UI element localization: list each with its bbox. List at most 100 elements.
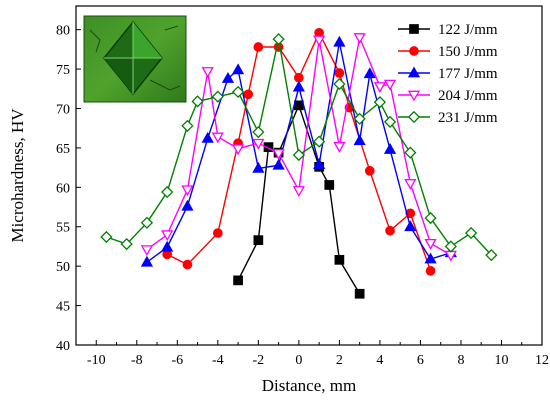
data-point [253, 235, 264, 245]
data-point [120, 237, 133, 251]
data-point [333, 35, 346, 47]
data-point [404, 220, 417, 232]
data-point [424, 211, 437, 225]
data-point [485, 249, 498, 262]
legend-marker [407, 110, 421, 124]
series-5 [100, 32, 498, 262]
legend-marker [409, 46, 419, 56]
data-point [212, 228, 223, 238]
data-point [404, 146, 417, 159]
x-tick-label: -8 [131, 353, 143, 368]
data-point [354, 288, 365, 299]
data-point [252, 161, 265, 173]
data-point [385, 225, 395, 236]
data-point [263, 142, 274, 152]
data-point [292, 80, 305, 92]
data-point [425, 266, 436, 276]
data-point [181, 119, 194, 132]
inset-micrograph [83, 15, 187, 103]
series-line [146, 35, 452, 256]
data-point [181, 185, 194, 197]
data-point [464, 226, 478, 240]
data-point [313, 135, 326, 148]
legend-label: 177 J/mm [438, 66, 498, 82]
data-point [161, 240, 174, 252]
legend-marker [407, 66, 421, 78]
y-tick-label: 80 [56, 24, 70, 39]
data-point [364, 165, 375, 176]
data-point [272, 149, 285, 160]
data-point [211, 90, 224, 103]
data-point [333, 77, 346, 91]
data-point [191, 95, 204, 108]
plot-frame [75, 5, 543, 346]
y-axis-label: Microhardness, HV [8, 108, 27, 243]
data-point [231, 144, 245, 156]
data-point [313, 35, 326, 47]
data-point [211, 132, 224, 144]
data-point [201, 131, 214, 143]
data-point [313, 157, 326, 169]
y-tick-label: 75 [56, 63, 70, 78]
data-point [333, 141, 346, 153]
x-tick-label: -10 [87, 353, 106, 368]
legend: 122 J/mm 150 J/mm 177 J/mm 204 J/mm 231 J/mm [398, 22, 498, 126]
legend-marker [409, 24, 419, 34]
x-tick-label: -6 [171, 353, 183, 368]
data-point [272, 158, 285, 170]
series-4 [140, 33, 457, 262]
data-point [334, 68, 345, 78]
data-point [373, 82, 387, 93]
x-tick-label: 0 [295, 353, 302, 368]
x-tick-label: 8 [457, 353, 464, 368]
data-point [324, 180, 335, 190]
y-tick-label: 60 [56, 181, 70, 196]
y-tick-label: 55 [56, 221, 70, 236]
data-point [353, 33, 366, 45]
data-point [424, 238, 437, 250]
data-point [252, 126, 265, 139]
y-tick-label: 65 [56, 142, 70, 157]
x-tick-label: 12 [535, 353, 549, 368]
legend-label: 150 J/mm [438, 44, 498, 60]
data-point [292, 148, 305, 162]
legend-label: 204 J/mm [438, 88, 498, 104]
legend-marker [407, 90, 421, 102]
data-point [292, 186, 305, 198]
x-tick-label: -2 [253, 353, 265, 368]
series-1 [233, 100, 365, 299]
data-point [373, 96, 387, 109]
x-tick-label: 10 [494, 353, 508, 368]
data-point [201, 67, 214, 78]
y-tick-label: 40 [56, 339, 70, 354]
data-point [353, 112, 366, 125]
data-point [294, 100, 304, 111]
data-point [353, 134, 366, 146]
data-point [181, 199, 194, 211]
legend-label: 122 J/mm [438, 22, 498, 38]
data-point [161, 230, 174, 242]
data-point [233, 275, 243, 286]
x-tick-label: 6 [417, 353, 424, 368]
data-point [140, 216, 154, 229]
legend-label: 231 J/mm [438, 110, 498, 126]
data-point [140, 245, 154, 257]
data-point [253, 42, 264, 52]
data-point [383, 142, 397, 154]
x-tick-label: 2 [336, 353, 343, 368]
data-point [272, 32, 285, 46]
data-point [383, 79, 397, 91]
data-point [444, 240, 457, 253]
data-point [363, 67, 376, 79]
data-point [221, 72, 235, 83]
data-point [334, 255, 345, 265]
y-tick-label: 70 [56, 102, 70, 117]
data-point [161, 185, 174, 199]
data-point [182, 259, 193, 270]
data-point [383, 115, 397, 129]
x-tick-label: 4 [376, 353, 383, 368]
y-tick-label: 45 [56, 300, 70, 315]
x-tick-label: -4 [212, 353, 224, 368]
data-point [100, 230, 113, 244]
